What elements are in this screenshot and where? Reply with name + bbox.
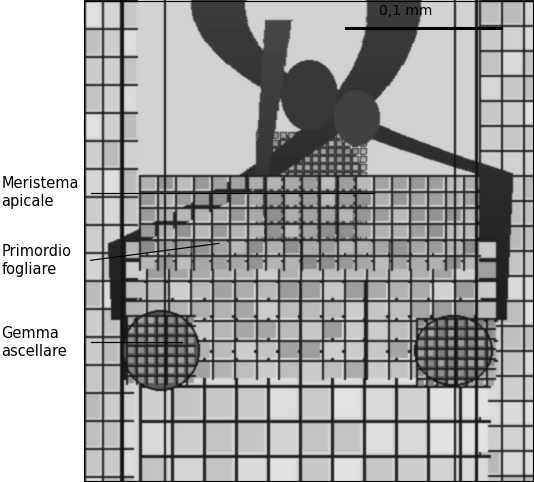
Text: Meristema
apicale: Meristema apicale [2,176,79,209]
Text: Primordio
fogliare: Primordio fogliare [2,244,72,277]
Text: 0,1 mm: 0,1 mm [379,4,433,18]
Bar [84,1,533,481]
Text: Gemma
ascellare: Gemma ascellare [2,326,67,359]
Bar [0,0,84,482]
